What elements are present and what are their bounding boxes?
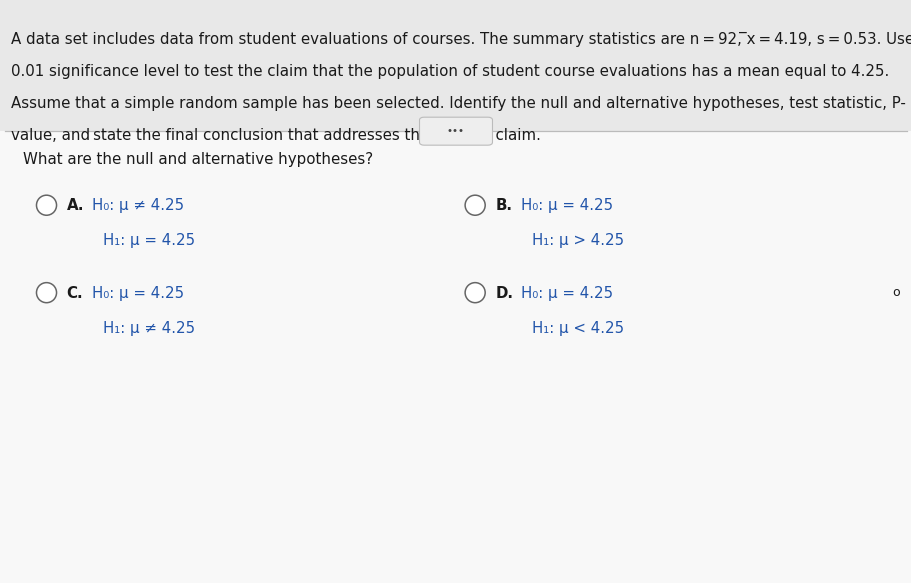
Text: A data set includes data from student evaluations of courses. The summary statis: A data set includes data from student ev… xyxy=(11,32,911,47)
Text: H₁: μ = 4.25: H₁: μ = 4.25 xyxy=(103,233,195,248)
Text: What are the null and alternative hypotheses?: What are the null and alternative hypoth… xyxy=(23,152,373,167)
Text: value, and state the final conclusion that addresses the original claim.: value, and state the final conclusion th… xyxy=(11,128,540,143)
Text: C.: C. xyxy=(67,286,83,301)
Text: H₀: μ = 4.25: H₀: μ = 4.25 xyxy=(520,198,612,213)
Text: D.: D. xyxy=(495,286,513,301)
Text: H₀: μ = 4.25: H₀: μ = 4.25 xyxy=(520,286,612,301)
Text: 0.01 significance level to test the claim that the population of student course : 0.01 significance level to test the clai… xyxy=(11,64,888,79)
Text: H₁: μ < 4.25: H₁: μ < 4.25 xyxy=(531,321,623,336)
Text: H₀: μ = 4.25: H₀: μ = 4.25 xyxy=(92,286,184,301)
Text: o: o xyxy=(891,286,898,298)
Text: •••: ••• xyxy=(446,126,465,136)
Text: Assume that a simple random sample has been selected. Identify the null and alte: Assume that a simple random sample has b… xyxy=(11,96,905,111)
Text: H₁: μ > 4.25: H₁: μ > 4.25 xyxy=(531,233,623,248)
Text: H₀: μ ≠ 4.25: H₀: μ ≠ 4.25 xyxy=(92,198,184,213)
Text: B.: B. xyxy=(495,198,512,213)
Text: H₁: μ ≠ 4.25: H₁: μ ≠ 4.25 xyxy=(103,321,195,336)
Text: A.: A. xyxy=(67,198,84,213)
